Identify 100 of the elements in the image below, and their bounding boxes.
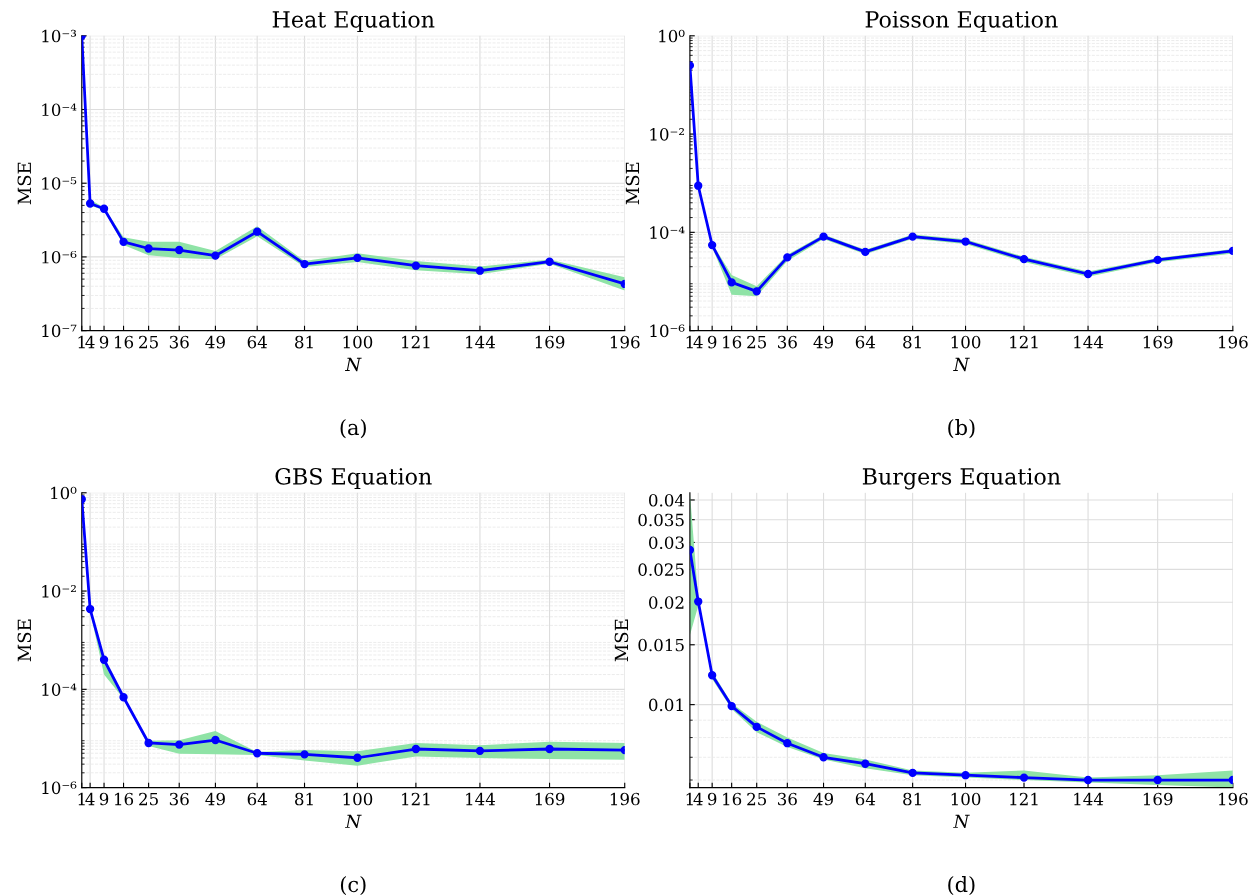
y-tick-label: 0.04 [649, 493, 685, 507]
x-tick-label: 4 [85, 792, 95, 806]
x-tick-label: 25 [139, 335, 158, 349]
x-tick-label: 25 [747, 792, 767, 806]
x-tick-label: 36 [778, 792, 797, 806]
point [1153, 775, 1162, 785]
x-axis-title: N [953, 814, 970, 829]
x-tick-label: 100 [343, 792, 373, 806]
point [1153, 255, 1162, 265]
point [175, 740, 184, 749]
x-tick-label: 49 [813, 792, 834, 806]
x-tick-label: 121 [1010, 335, 1038, 349]
point [1083, 269, 1093, 279]
point [85, 199, 95, 208]
chart-title: Poisson Equation [865, 11, 1058, 33]
x-tick-label: 16 [114, 335, 134, 349]
x-tick-label: 64 [855, 335, 876, 349]
point [908, 232, 917, 241]
point [99, 204, 109, 213]
x-tick-label: 169 [1143, 792, 1173, 806]
x-tick-label: 64 [855, 792, 876, 806]
point [475, 266, 485, 275]
y-axis-title: MSE [625, 162, 640, 205]
y-tick-label: 0.015 [638, 638, 684, 652]
point [861, 759, 870, 768]
x-tick-label: 121 [1010, 792, 1038, 806]
point [961, 237, 970, 246]
x-tick-label: 49 [205, 792, 225, 806]
x-tick-label: 196 [1218, 792, 1248, 806]
x-tick-label: 1 [78, 792, 85, 806]
x-tick-label: 144 [1074, 792, 1104, 806]
point [861, 247, 870, 257]
point [411, 744, 421, 754]
y-tick-label: 0.01 [649, 698, 683, 712]
text: (d) [948, 876, 975, 895]
point [175, 245, 184, 255]
point [694, 597, 703, 606]
x-tick-label: 25 [139, 792, 158, 806]
point [727, 701, 736, 711]
x-tick-label: 196 [1218, 335, 1248, 349]
y-tick-label: 10⁻⁴ [42, 683, 77, 696]
x-tick-label: 16 [114, 792, 134, 806]
x-tick-label: 4 [693, 335, 703, 349]
point [144, 244, 153, 253]
point [1019, 254, 1029, 264]
x-tick-label: 169 [535, 792, 565, 806]
x-tick-label: 16 [723, 335, 742, 349]
y-axis-title: MSE [17, 162, 32, 205]
x-tick-label: 49 [205, 335, 225, 349]
x-tick-label: 81 [903, 792, 921, 806]
point [545, 257, 554, 266]
x-tick-label: 1 [78, 335, 85, 349]
y-tick-label: 10⁻⁶ [42, 781, 77, 795]
x-tick-label: 9 [99, 792, 109, 806]
x-tick-label: 144 [466, 335, 496, 349]
point [353, 253, 362, 263]
x-tick-label: 64 [247, 792, 267, 806]
y-tick-label: 10⁰ [659, 29, 685, 43]
point [300, 750, 309, 759]
point [545, 744, 554, 754]
chart-title: Heat Equation [272, 11, 435, 33]
x-tick-label: 36 [778, 335, 797, 349]
x-tick-label: 81 [903, 335, 921, 349]
x-axis-title: N [344, 357, 362, 372]
x-tick-label: 1 [686, 335, 693, 349]
y-tick-label: 10⁻⁵ [42, 177, 77, 190]
point [727, 278, 736, 287]
y-tick-label: 10⁻⁴ [42, 103, 77, 117]
point [1083, 775, 1093, 785]
y-tick-label: 10⁻² [650, 128, 684, 141]
point [819, 753, 828, 762]
x-tick-label: 169 [535, 335, 565, 349]
point [475, 746, 485, 756]
y-axis-title: MSE [17, 619, 32, 662]
x-axis-title: N [953, 357, 970, 372]
point [300, 259, 309, 269]
y-tick-label: 0.02 [649, 596, 684, 609]
point [694, 181, 703, 190]
y-tick-label: 0.035 [638, 513, 684, 527]
x-tick-label: 196 [610, 792, 640, 806]
point [253, 749, 262, 758]
x-tick-label: 100 [951, 335, 981, 349]
y-tick-label: 10⁻² [42, 585, 76, 598]
point [353, 753, 362, 762]
x-tick-label: 36 [169, 792, 189, 806]
y-tick-label: 10⁻⁶ [650, 324, 685, 338]
point [961, 771, 970, 780]
point [752, 722, 761, 732]
chart-title: Burgers Equation [862, 468, 1061, 490]
x-tick-label: 9 [707, 335, 717, 349]
x-tick-label: 36 [169, 335, 189, 349]
point [783, 253, 792, 262]
x-tick-label: 25 [747, 335, 767, 349]
text: (c) [340, 876, 366, 895]
x-tick-label: 196 [610, 335, 640, 349]
x-tick-label: 16 [723, 792, 742, 806]
y-tick-label: 0.025 [638, 563, 684, 576]
x-tick-label: 49 [813, 335, 834, 349]
point [211, 735, 220, 745]
point [819, 232, 828, 241]
